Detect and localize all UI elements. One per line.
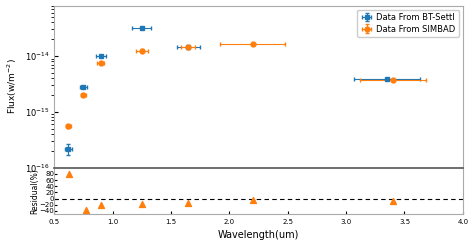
Point	[97, 203, 105, 207]
Point	[185, 201, 192, 205]
Point	[82, 208, 90, 212]
Point	[65, 172, 73, 176]
Legend: Data From BT-Settl, Data From SIMBAD: Data From BT-Settl, Data From SIMBAD	[357, 10, 459, 37]
Point	[389, 200, 397, 203]
Y-axis label: Flux(w/m$^{-2}$): Flux(w/m$^{-2}$)	[6, 59, 19, 114]
Y-axis label: Residual(%): Residual(%)	[30, 168, 39, 214]
Point	[138, 202, 146, 206]
Point	[249, 198, 256, 202]
X-axis label: Wavelength(um): Wavelength(um)	[218, 231, 299, 240]
